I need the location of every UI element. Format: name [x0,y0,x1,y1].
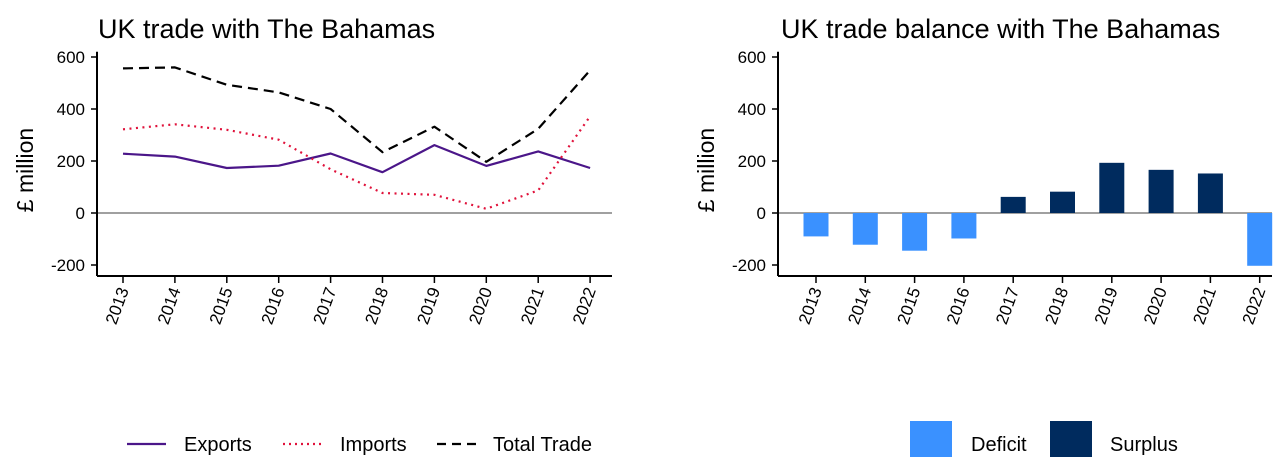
trade-chart-y-axis-label: £ million [12,128,38,212]
trade-chart-y-tick-label: 400 [57,100,85,119]
balance-bar-2019 [1099,162,1125,213]
trade-chart-series [122,66,592,210]
trade-chart-y-tick-label: 600 [57,48,85,67]
balance-bar-2017 [1000,196,1026,213]
balance-chart-y-tick-label: 600 [738,48,766,67]
trade-chart-y-axis: 600 400 200 0 -200 [51,48,98,276]
trade-chart-x-axis: 2013 2014 2015 2016 2017 2018 2019 2020 2021 2022 [102,276,600,327]
balance-bar-2016 [951,213,977,239]
balance-chart-x-tick-label: 2022 [1239,285,1270,327]
trade-chart-x-tick-label: 2015 [206,285,237,327]
balance-chart-x-tick-label: 2015 [894,285,925,327]
exports-series-line [122,144,591,174]
balance-chart-y-axis-label: £ million [693,128,719,212]
balance-chart-y-tick-label: 400 [738,100,766,119]
trade-chart-y-tick-label: -200 [51,256,85,275]
balance-chart-x-tick-label: 2019 [1091,285,1122,327]
balance-chart-x-tick-label: 2020 [1140,285,1171,327]
trade-chart-x-tick-label: 2013 [102,285,133,327]
trade-chart-x-tick-label: 2014 [154,285,185,327]
balance-chart-x-axis: 2013 2014 2015 2016 2017 2018 2019 2020 2021 2022 [795,276,1269,327]
balance-chart-bars [803,162,1273,266]
balance-chart-y-tick-label: 0 [757,204,766,223]
trade-chart-x-tick-label: 2021 [517,285,548,327]
balance-chart-x-tick-label: 2014 [844,285,875,327]
balance-bar-2013 [803,213,829,237]
trade-chart-y-tick-label: 0 [76,204,85,223]
balance-bar-2018 [1050,191,1075,213]
balance-chart-y-tick-label: 200 [738,152,766,171]
balance-chart-x-tick-label: 2017 [992,285,1023,327]
imports-series-line [122,115,592,210]
legend-total-trade-label: Total Trade [493,434,592,456]
balance-chart-x-tick-label: 2013 [795,285,826,327]
balance-chart-legend: Deficit Surplus [910,421,1178,457]
legend-surplus-swatch [1050,421,1092,457]
balance-bar-2014 [852,213,878,245]
balance-chart-y-axis: 600 400 200 0 -200 [732,48,779,276]
trade-chart-x-tick-label: 2019 [413,285,444,327]
balance-bar-2021 [1197,173,1223,213]
balance-chart-y-tick-label: -200 [732,256,766,275]
total-trade-series-line [122,66,591,163]
trade-chart-x-tick-label: 2018 [361,285,392,327]
trade-chart-x-tick-label: 2022 [569,285,600,327]
legend-deficit-label: Deficit [971,434,1027,456]
trade-chart-x-tick-label: 2020 [465,285,496,327]
balance-bar-2020 [1148,169,1174,213]
trade-chart-legend: Exports Imports Total Trade [127,434,592,456]
legend-surplus-label: Surplus [1110,434,1178,456]
legend-deficit-swatch [910,421,952,457]
balance-chart-x-tick-label: 2018 [1041,285,1072,327]
balance-chart-x-tick-label: 2016 [943,285,974,327]
balance-bar-2015 [902,213,928,251]
legend-exports-label: Exports [184,434,252,456]
balance-chart-title: UK trade balance with The Bahamas [781,14,1220,44]
trade-chart-x-tick-label: 2016 [258,285,289,327]
trade-chart: UK trade with The Bahamas £ million 600 4… [12,14,612,456]
legend-imports-label: Imports [340,434,407,456]
balance-chart: UK trade balance with The Bahamas £ mill… [693,14,1273,457]
balance-chart-x-tick-label: 2021 [1189,285,1220,327]
trade-chart-title: UK trade with The Bahamas [98,14,435,44]
trade-chart-y-tick-label: 200 [57,152,85,171]
trade-chart-x-tick-label: 2017 [310,285,341,327]
balance-bar-2022 [1247,213,1273,266]
